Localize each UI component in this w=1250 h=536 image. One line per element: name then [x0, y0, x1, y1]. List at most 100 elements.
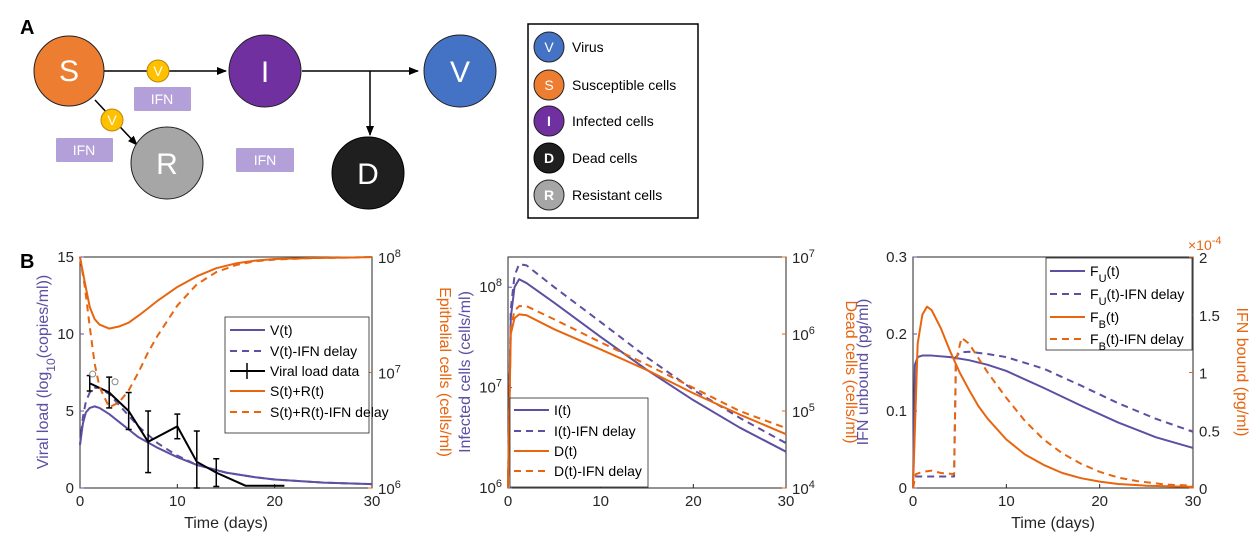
ifn-box-bottom: IFN: [236, 148, 294, 172]
ifn-ytick-left-label-2: 0.2: [886, 326, 907, 343]
viral-load-ytick-left-label-1: 5: [66, 403, 74, 420]
plot-ifn-ylabel-left: IFN unbound (pg/ml): [855, 299, 872, 446]
legend-infected-label: Infected cells: [572, 113, 654, 129]
legend-dead-label: Dead cells: [572, 150, 637, 166]
ifn-xtick-label-3: 30: [1185, 493, 1202, 510]
legend-it-label: I(t): [554, 402, 571, 418]
virus-badge-top-letter: V: [153, 63, 163, 79]
panel-a: A S I V R D V: [20, 17, 699, 219]
plot-ifn-series: [912, 305, 1194, 489]
node-resistant: R: [130, 126, 204, 200]
virus-badge-left-letter: V: [107, 112, 117, 128]
legend-dt-label: D(t): [554, 443, 577, 459]
plot-infected-dead-legend-box: [509, 397, 649, 488]
viral-load-annotation-point-1: [111, 378, 119, 386]
infected-dead-xtick-label-2: 20: [685, 493, 702, 510]
ifn-ytick-left-label-0: 0: [899, 480, 907, 497]
legend-resistant-circle: [533, 179, 565, 211]
viral-load-annotation-point-0: [89, 370, 97, 378]
viral-load-series-1: [79, 386, 373, 486]
infected-dead-ytick-right-label-0: 104: [792, 479, 815, 498]
infected-dead-xtick-label-3: 30: [778, 493, 795, 510]
viral-load-ytick-right-label-2: 108: [378, 248, 401, 267]
plot-ifn-ylabel-right: IFN bound (pg/ml): [1233, 308, 1250, 437]
plot-viral-load-ylabel-right: Epithelial cells (cells/ml): [436, 287, 453, 457]
plot-viral-load: 0 10 20 30 0 5 10 15 106 107 108 Time (days) Viral…: [35, 248, 453, 532]
ifn-series-2: [912, 305, 1194, 489]
legend-sr-delay-label: S(t)+R(t)-IFN delay: [270, 404, 389, 420]
infected-dead-series-2: [507, 313, 787, 489]
legend-susceptible-label: Susceptible cells: [572, 77, 676, 93]
legend-vt-delay-label: V(t)-IFN delay: [270, 343, 357, 359]
legend-infected-letter: I: [547, 113, 551, 129]
node-infected-circle: [228, 34, 302, 108]
infected-dead-xtick-label-1: 10: [592, 493, 609, 510]
plot-infected-dead: 0 10 20 30 106 107 108 104 105 106 107 Infected ce…: [457, 248, 859, 510]
legend-sr-label: S(t)+R(t): [270, 383, 324, 399]
schematic-legend-item-susceptible: S Susceptible cells: [533, 69, 676, 101]
legend-resistant-letter: R: [544, 187, 554, 203]
viral-load-ytick-right-label-1: 107: [378, 364, 401, 383]
virus-badge-left-circle: [100, 108, 124, 132]
ifn-ytick-right-label-3: 1.5: [1199, 308, 1220, 325]
viral-load-xtick-label-0: 0: [76, 493, 84, 510]
infected-dead-series-0: [507, 278, 787, 489]
viral-load-xtick-label-2: 20: [266, 493, 283, 510]
ifn-ytick-right-label-0: 0: [1199, 481, 1207, 498]
plot-infected-dead-legend: I(t) I(t)-IFN delay D(t) D(t)-IFN delay: [509, 397, 649, 488]
ifn-ytick-right-label-1: 0.5: [1199, 423, 1220, 440]
schematic-legend-item-virus: V Virus: [533, 31, 604, 63]
node-resistant-circle: [130, 126, 204, 200]
ifn-ytick-right-label-4: 2: [1199, 250, 1207, 267]
ifn-ytick-right-label-2: 1: [1199, 366, 1207, 383]
plot-infected-dead-ylabel-left: Infected cells (cells/ml): [457, 291, 474, 453]
ifn-xtick-label-0: 0: [909, 493, 917, 510]
legend-susceptible-letter: S: [544, 77, 553, 93]
ifn-box-left: IFN: [56, 138, 113, 162]
infected-dead-series-3: [507, 305, 787, 489]
ifn-ytick-left-label-1: 0.1: [886, 403, 907, 420]
legend-data-label: Viral load data: [270, 363, 359, 379]
ifn-box-top-label: IFN: [151, 91, 174, 107]
ifn-series-0: [912, 354, 1194, 489]
legend-dead-letter: D: [544, 150, 554, 166]
viral-load-xtick-label-3: 30: [364, 493, 381, 510]
plot-ifn-right-multiplier: ×10-4: [1188, 235, 1222, 253]
ifn-box-top: IFN: [134, 87, 191, 111]
legend-susceptible-circle: [533, 69, 565, 101]
plot-ifn-legend: FU(t) FU(t)-IFN delay FB(t) FB(t)-IFN de…: [1045, 257, 1193, 353]
node-virus-letter: V: [450, 56, 470, 89]
infected-dead-ytick-left-label-2: 108: [479, 277, 502, 296]
infected-dead-xtick-label-0: 0: [504, 493, 512, 510]
plot-viral-load-xlabel: Time (days): [184, 515, 268, 532]
ifn-series-3: [912, 336, 1194, 489]
schematic-legend-item-resistant: R Resistant cells: [533, 179, 662, 211]
ifn-box-bottom-rect: [236, 148, 294, 172]
viral-load-ytick-right-label-0: 106: [378, 479, 401, 498]
node-infected: I: [228, 34, 302, 108]
plot-viral-load-series: [79, 256, 373, 489]
legend-it-delay-label: I(t)-IFN delay: [554, 423, 636, 439]
virus-badge-left: V: [100, 108, 124, 132]
infected-dead-ytick-left-label-1: 107: [479, 378, 502, 397]
node-dead: D: [331, 136, 405, 210]
infected-dead-ytick-right-label-3: 107: [792, 248, 815, 267]
schematic-legend: V Virus S Susceptible cells I Infected c…: [527, 23, 699, 219]
viral-load-ytick-left-label-3: 15: [57, 249, 74, 266]
ifn-ytick-left-label-3: 0.3: [886, 249, 907, 266]
node-dead-letter: D: [357, 158, 379, 191]
legend-resistant-label: Resistant cells: [572, 187, 662, 203]
viral-load-ytick-left-label-2: 10: [57, 326, 74, 343]
legend-virus-circle: [533, 31, 565, 63]
ifn-series-1: [912, 350, 1194, 489]
legend-vt-label: V(t): [270, 322, 293, 338]
ifn-box-left-rect: [56, 138, 113, 162]
legend-dead-circle: [533, 142, 565, 174]
infected-dead-series-1: [507, 263, 787, 489]
plot-infected-dead-frame: [507, 256, 787, 489]
plot-infected-dead-ylabel-right: Dead cells (cells/ml): [842, 300, 859, 443]
viral-load-ytick-left-label-0: 0: [66, 480, 74, 497]
panel-a-label: A: [20, 17, 34, 39]
